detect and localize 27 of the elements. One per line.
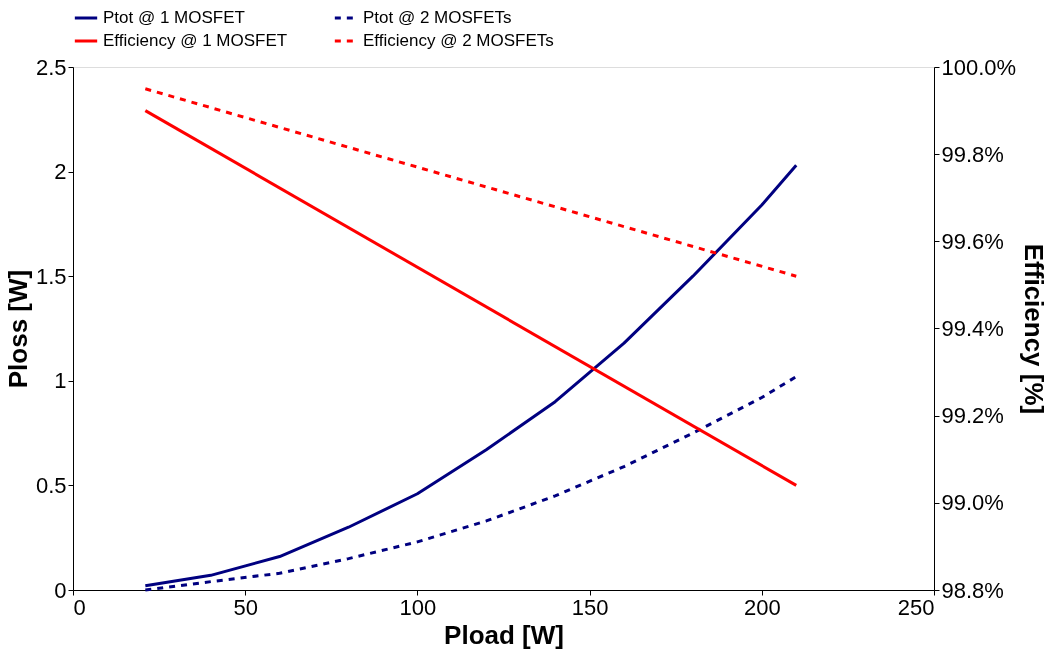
legend-label: Ptot @ 2 MOSFETs [363,8,512,27]
y-axis-title: Ploss [W] [2,269,33,389]
y2-tick-label: 98.8% [941,577,1004,603]
legend-label: Ptot @ 1 MOSFET [103,8,245,27]
y2-tick-label: 99.4% [941,316,1004,341]
x-tick-label: 200 [743,594,781,620]
y-tick-label: 0.5 [35,472,67,498]
y2-tick-label: 99.6% [941,228,1004,254]
y-tick-label: 2.5 [35,54,67,80]
x-tick-label: 0 [73,594,86,620]
y-tick-label: 2 [54,159,67,185]
y-tick-label: 1 [54,368,67,394]
y2-tick-label: 100.0% [941,54,1017,80]
y2-tick-label: 99.0% [941,490,1004,516]
x-tick-label: 50 [233,594,258,620]
legend-label: Efficiency @ 2 MOSFETs [363,31,554,50]
y2-axis-title: Efficiency [%] [1019,243,1050,415]
legend-label: Efficiency @ 1 MOSFET [103,31,288,50]
x-tick-label: 100 [399,594,437,620]
y-tick-label: 0 [54,577,67,603]
y2-tick-label: 99.8% [941,141,1004,167]
x-tick-label: 250 [897,594,935,620]
x-tick-label: 150 [571,594,609,620]
x-axis-title: Pload [W] [444,619,564,650]
y-tick-label: 1.5 [35,263,67,289]
line-series [143,163,798,588]
y2-tick-label: 99.2% [941,403,1004,429]
